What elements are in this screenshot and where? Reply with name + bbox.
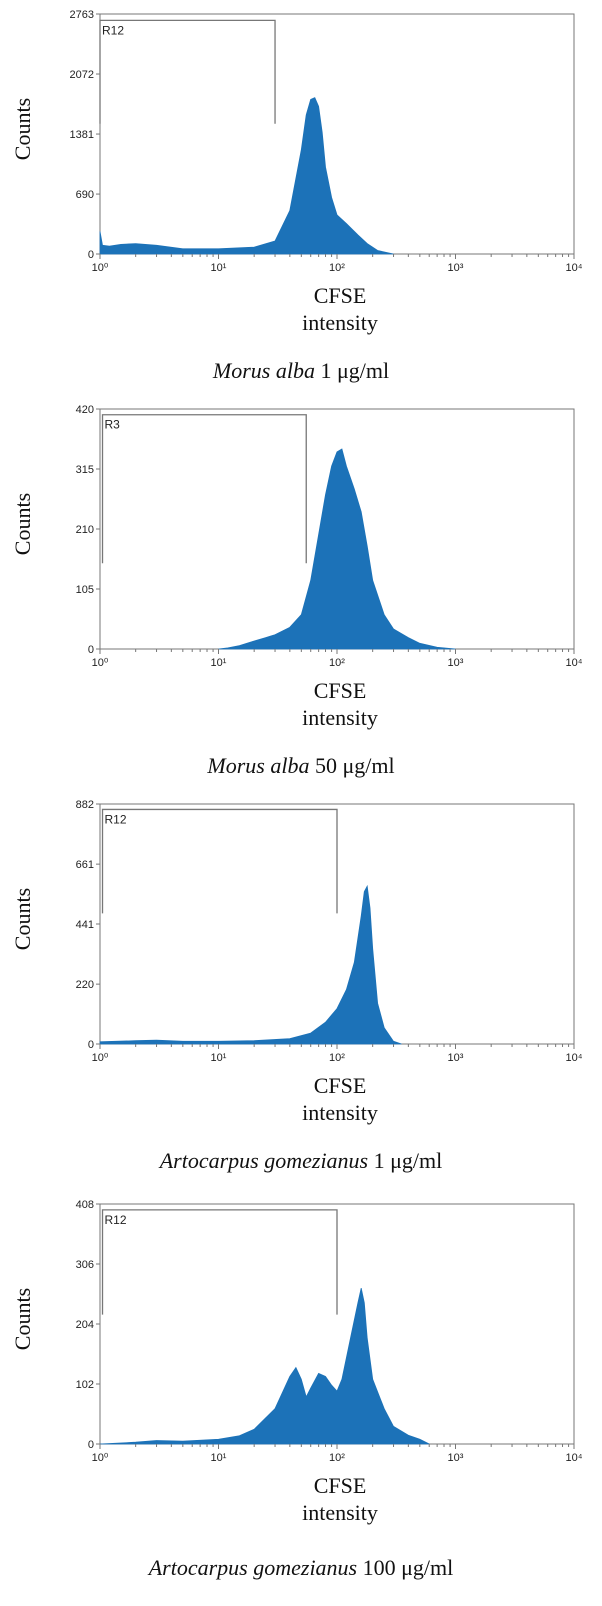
x-tick-label: 10² (329, 1052, 345, 1064)
x-tick-label: 10² (329, 657, 345, 669)
panel-caption: Morus alba 1 μg/ml (0, 358, 602, 384)
y-tick-label: 0 (88, 249, 94, 261)
panel-caption: Morus alba 50 μg/ml (0, 753, 602, 779)
gate-marker (101, 414, 307, 564)
y-tick-label: 102 (76, 1379, 94, 1391)
x-tick-label: 10⁰ (92, 1452, 109, 1464)
gate-label: R12 (105, 1213, 127, 1227)
x-tick-label: 10² (329, 1452, 345, 1464)
x-tick-label: 10⁰ (92, 262, 109, 274)
y-tick-label: 0 (88, 1439, 94, 1451)
histogram-panel-2: 420 315 210 105 0 10⁰ 10¹ 10² 10³ 10⁴ R3 Counts CF… (0, 395, 602, 795)
histogram-area (99, 884, 402, 1045)
gate-label: R12 (105, 812, 127, 826)
x-tick-label: 10⁴ (566, 1052, 583, 1064)
caption-dose: 100 μg/ml (357, 1555, 454, 1580)
histogram-panel-3: 882 661 441 220 0 10⁰ 10¹ 10² 10³ 10⁴ R12 Counts C… (0, 790, 602, 1190)
x-axis-title: CFSE intensity (230, 282, 450, 336)
x-tick-label: 10³ (448, 262, 464, 274)
gate-marker (101, 1209, 338, 1315)
caption-species: Morus alba (212, 358, 315, 383)
y-axis-title: Counts (10, 492, 35, 556)
x-axis-title-line1: CFSE (313, 1073, 367, 1098)
y-axis-title: Counts (10, 97, 35, 161)
x-axis-title-line2: intensity (302, 1500, 378, 1525)
x-axis-title-line2: intensity (302, 705, 378, 730)
y-tick-label: 2072 (70, 69, 94, 81)
x-tick-label: 10¹ (211, 1452, 227, 1464)
y-tick-label: 420 (76, 404, 94, 416)
x-axis-title-line1: CFSE (313, 1473, 367, 1498)
x-tick-label: 10¹ (211, 1052, 227, 1064)
x-tick-label: 10¹ (211, 657, 227, 669)
y-tick-label: 2763 (70, 9, 94, 21)
y-tick-label: 661 (76, 859, 94, 871)
y-tick-label: 210 (76, 524, 94, 536)
y-tick-label: 408 (76, 1199, 94, 1211)
x-axis-title: CFSE intensity (230, 1072, 450, 1126)
y-tick-label: 220 (76, 979, 94, 991)
x-tick-label: 10² (329, 262, 345, 274)
x-tick-label: 10⁴ (566, 1452, 583, 1464)
y-tick-label: 0 (88, 1039, 94, 1051)
gate-marker (101, 808, 338, 914)
x-tick-label: 10¹ (211, 262, 227, 274)
caption-dose: 50 μg/ml (309, 753, 395, 778)
y-axis-title: Counts (10, 1287, 35, 1351)
x-axis-title-line2: intensity (302, 310, 378, 335)
y-axis-title: Counts (10, 887, 35, 951)
x-axis-title-line1: CFSE (313, 283, 367, 308)
x-axis-title-line2: intensity (302, 1100, 378, 1125)
x-tick-label: 10⁰ (92, 1052, 109, 1064)
gate-label: R12 (102, 23, 124, 37)
panel-caption: Artocarpus gomezianus 100 μg/ml (0, 1555, 602, 1581)
y-tick-label: 441 (76, 919, 94, 931)
y-tick-label: 882 (76, 799, 94, 811)
x-axis-title: CFSE intensity (230, 1472, 450, 1526)
histogram-panel-1: 2763 2072 1381 690 0 10⁰ 10¹ 10² 10³ 10⁴ R12 Count… (0, 0, 602, 400)
x-tick-label: 10³ (448, 657, 464, 669)
y-tick-label: 315 (76, 464, 94, 476)
histogram-area (99, 97, 394, 255)
y-tick-label: 306 (76, 1259, 94, 1271)
caption-species: Artocarpus gomezianus (159, 1148, 369, 1173)
panel-caption: Artocarpus gomezianus 1 μg/ml (0, 1148, 602, 1174)
y-tick-label: 105 (76, 584, 94, 596)
x-axis-title: CFSE intensity (230, 677, 450, 731)
caption-dose: 1 μg/ml (368, 1148, 443, 1173)
x-tick-label: 10⁴ (566, 657, 583, 669)
gate-marker (99, 19, 276, 124)
histogram-area (99, 1288, 430, 1445)
caption-species: Morus alba (207, 753, 310, 778)
caption-dose: 1 μg/ml (314, 358, 390, 383)
x-tick-label: 10³ (448, 1052, 464, 1064)
caption-species: Artocarpus gomezianus (148, 1555, 358, 1580)
y-tick-label: 204 (76, 1319, 94, 1331)
histogram-panel-4: 408 306 204 102 0 10⁰ 10¹ 10² 10³ 10⁴ R12 Counts C… (0, 1190, 602, 1590)
y-tick-label: 0 (88, 644, 94, 656)
x-tick-label: 10⁴ (566, 262, 583, 274)
x-tick-label: 10³ (448, 1452, 464, 1464)
x-axis-title-line1: CFSE (313, 678, 367, 703)
x-tick-label: 10⁰ (92, 657, 109, 669)
histogram-area (218, 448, 456, 650)
y-tick-label: 690 (76, 189, 94, 201)
y-tick-label: 1381 (70, 129, 94, 141)
gate-label: R3 (105, 418, 121, 432)
